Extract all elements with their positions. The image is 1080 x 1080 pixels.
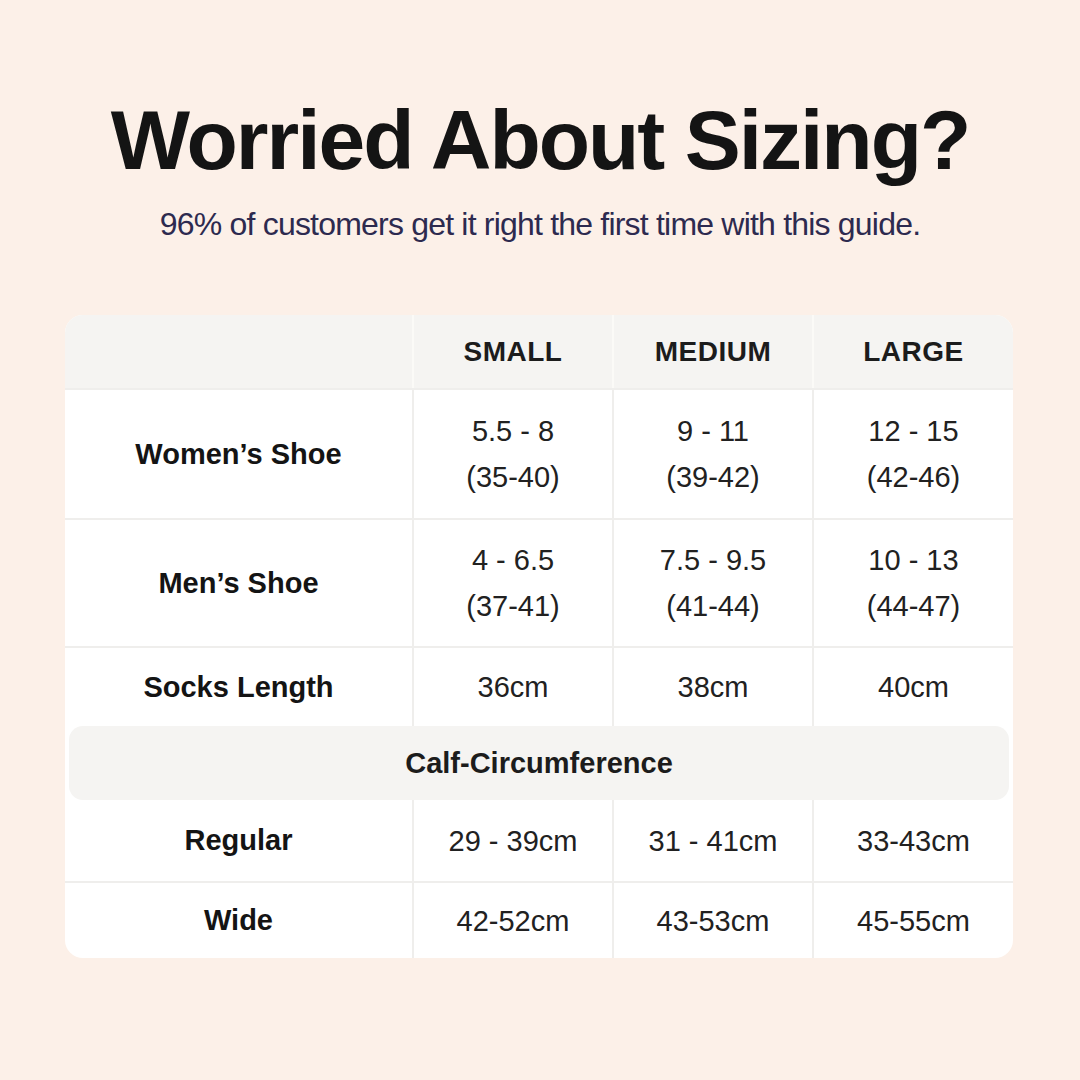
row-label-womens-shoe: Women’s Shoe [65,390,412,518]
cell-wide-small: 42-52cm [412,883,612,958]
table-row-mens-shoe: Men’s Shoe 4 - 6.5 (37-41) 7.5 - 9.5 (41… [65,518,1013,646]
value-line: 31 - 41cm [649,818,778,864]
cell-wide-large: 45-55cm [812,883,1013,958]
table-corner-cell [65,315,412,388]
row-label-mens-shoe: Men’s Shoe [65,520,412,646]
value-line: 4 - 6.5 [472,537,554,583]
value-line: 7.5 - 9.5 [660,537,766,583]
section-band-row: Calf-Circumference [65,726,1013,800]
value-line: (41-44) [666,583,760,629]
cell-regular-large: 33-43cm [812,800,1013,881]
value-line: 29 - 39cm [449,818,578,864]
value-line: 36cm [478,664,549,710]
cell-mens-medium: 7.5 - 9.5 (41-44) [612,520,812,646]
value-line: 40cm [878,664,949,710]
sizing-guide-infographic: Worried About Sizing? 96% of customers g… [0,0,1080,1080]
cell-wide-medium: 43-53cm [612,883,812,958]
value-line: (35-40) [466,454,560,500]
value-line: 45-55cm [857,898,970,944]
cell-regular-small: 29 - 39cm [412,800,612,881]
cell-womens-small: 5.5 - 8 (35-40) [412,390,612,518]
table-row-womens-shoe: Women’s Shoe 5.5 - 8 (35-40) 9 - 11 (39-… [65,388,1013,518]
column-header-medium: MEDIUM [612,315,812,388]
value-line: 38cm [678,664,749,710]
value-line: 43-53cm [657,898,770,944]
cell-socks-medium: 38cm [612,648,812,726]
page-subtitle: 96% of customers get it right the first … [0,206,1080,243]
page-title: Worried About Sizing? [0,96,1080,184]
row-label-socks-length: Socks Length [65,648,412,726]
value-line: 9 - 11 [677,408,749,454]
column-header-small: SMALL [412,315,612,388]
cell-regular-medium: 31 - 41cm [612,800,812,881]
row-label-regular: Regular [65,800,412,881]
cell-mens-small: 4 - 6.5 (37-41) [412,520,612,646]
table-row-regular: Regular 29 - 39cm 31 - 41cm 33-43cm [65,800,1013,881]
cell-socks-small: 36cm [412,648,612,726]
value-line: 10 - 13 [868,537,958,583]
value-line: 33-43cm [857,818,970,864]
value-line: (44-47) [867,583,961,629]
value-line: 5.5 - 8 [472,408,554,454]
column-header-large: LARGE [812,315,1013,388]
row-label-wide: Wide [65,883,412,958]
value-line: 42-52cm [457,898,570,944]
value-line: (37-41) [466,583,560,629]
value-line: (39-42) [666,454,760,500]
size-table: SMALL MEDIUM LARGE Women’s Shoe 5.5 - 8 … [65,315,1013,958]
cell-womens-large: 12 - 15 (42-46) [812,390,1013,518]
cell-socks-large: 40cm [812,648,1013,726]
section-header-calf-circumference: Calf-Circumference [69,726,1009,800]
value-line: (42-46) [867,454,961,500]
cell-womens-medium: 9 - 11 (39-42) [612,390,812,518]
value-line: 12 - 15 [868,408,958,454]
table-header-row: SMALL MEDIUM LARGE [65,315,1013,388]
table-row-wide: Wide 42-52cm 43-53cm 45-55cm [65,881,1013,958]
cell-mens-large: 10 - 13 (44-47) [812,520,1013,646]
table-row-socks-length: Socks Length 36cm 38cm 40cm [65,646,1013,726]
